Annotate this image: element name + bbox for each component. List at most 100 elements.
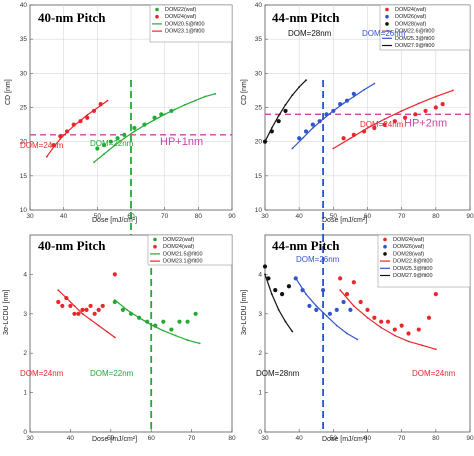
- y-tick-label: 1: [23, 390, 27, 397]
- annotation-label: DOM=24nm: [20, 141, 64, 150]
- series-dom20-5-fit00: [93, 92, 217, 164]
- data-point: [169, 327, 174, 332]
- series-line-marker: [421, 344, 424, 347]
- data-point: [68, 303, 73, 309]
- y-tick-label: 4: [258, 271, 262, 278]
- x-tick-label: 90: [228, 213, 236, 220]
- data-point: [96, 307, 101, 312]
- series-line-marker: [335, 324, 338, 327]
- data-point: [413, 112, 418, 117]
- data-point: [351, 280, 356, 285]
- legend-marker: [385, 14, 389, 19]
- data-point: [92, 311, 97, 316]
- series-dom24-waf-: [56, 272, 117, 316]
- series-line-marker: [59, 138, 62, 140]
- chart-panel-4: 30 40 50 60 70 80 90 0 1 2 3 4 44-nm Pitch DOM24(waf)…: [241, 234, 474, 443]
- legend: DOM24(waf)DOM26(waf)DOM28(waf) DOM22.8@fi…: [377, 234, 471, 288]
- series-line-marker: [138, 316, 140, 319]
- y-tick-label: 25: [255, 105, 263, 112]
- x-tick-label: 50: [107, 435, 115, 442]
- series-line-marker: [143, 124, 146, 127]
- series-line-marker: [301, 137, 304, 140]
- data-point: [286, 284, 292, 289]
- annotation-label: DOM=22nm: [90, 369, 134, 378]
- series-line-marker: [270, 127, 273, 129]
- x-tick-label: 30: [261, 435, 269, 442]
- x-tick-label: 40: [67, 435, 75, 442]
- y-tick-label: 3: [23, 311, 27, 318]
- y-axis-label: CD [nm]: [241, 79, 248, 105]
- data-point: [341, 136, 346, 141]
- series-line-marker: [315, 305, 318, 307]
- legend-marker: [383, 252, 387, 256]
- y-tick-label: 15: [20, 173, 28, 180]
- legend-box: [147, 234, 233, 266]
- series-line-marker: [352, 305, 355, 307]
- legend-box: [377, 234, 471, 288]
- series-line-marker: [356, 338, 359, 341]
- data-point: [385, 319, 391, 324]
- series-line-marker: [305, 293, 307, 295]
- data-point: [344, 292, 350, 297]
- data-point: [108, 139, 113, 144]
- legend-label: DOM25.3@fit00: [393, 266, 433, 272]
- series-line-marker: [93, 109, 95, 112]
- legend-marker: [385, 7, 389, 12]
- series-line: [57, 289, 116, 338]
- data-point: [161, 319, 166, 324]
- series-line-marker: [311, 127, 314, 129]
- data-point: [112, 272, 117, 277]
- x-tick-label: 90: [466, 213, 474, 220]
- data-point: [297, 136, 302, 141]
- x-tick-label: 50: [330, 435, 338, 442]
- series-line-marker: [113, 336, 116, 339]
- data-point: [327, 311, 333, 316]
- series-line-marker: [264, 140, 266, 143]
- data-point: [372, 125, 377, 131]
- y-tick-label: 20: [255, 139, 263, 146]
- series-line-marker: [173, 108, 176, 111]
- series-dom27-9-fit00: [264, 79, 307, 143]
- x-tick-label: 30: [26, 213, 34, 220]
- data-point: [84, 307, 89, 312]
- legend-box: [149, 4, 233, 43]
- legend: DOM24(waf)DOM26(waf)DOM28(waf) DOM22.6@fi…: [379, 4, 471, 51]
- series-line-marker: [57, 289, 60, 292]
- series-line-marker: [93, 161, 95, 164]
- x-tick-label: 30: [261, 213, 269, 220]
- data-point: [262, 264, 268, 269]
- series-dom24-waf-: [341, 101, 445, 141]
- x-tick-label: 40: [60, 213, 68, 220]
- plot-area: [29, 234, 233, 433]
- series-line-marker: [434, 348, 437, 351]
- data-point: [426, 315, 432, 320]
- y-tick-label: 2: [258, 350, 262, 357]
- legend-label: DOM23.1@fit00: [165, 29, 205, 35]
- hline-label: HP+2nm: [404, 117, 447, 129]
- legend-marker: [383, 237, 387, 242]
- series-line-marker: [105, 330, 108, 333]
- data-point: [310, 122, 315, 127]
- chart-title: 40-nm Pitch: [38, 238, 106, 253]
- data-point: [314, 307, 319, 312]
- data-point: [76, 311, 81, 316]
- series-dom28-waf-: [262, 264, 292, 297]
- series-line-marker: [291, 147, 294, 150]
- series-dom24-waf-: [338, 276, 438, 336]
- series-line-marker: [153, 118, 156, 121]
- legend-label: DOM26(waf): [395, 14, 426, 20]
- data-point: [379, 319, 384, 324]
- x-tick-label: 70: [161, 213, 169, 220]
- legend-marker: [155, 7, 159, 12]
- x-axis-label: Dose [mJ/cm²]: [92, 436, 137, 443]
- series-line-marker: [325, 314, 328, 317]
- data-point: [132, 125, 137, 131]
- legend-label: DOM24(waf): [163, 244, 194, 250]
- series-line-marker: [284, 103, 287, 106]
- series-line-marker: [277, 114, 280, 117]
- series-line-marker: [417, 102, 420, 105]
- series-line-marker: [186, 339, 189, 342]
